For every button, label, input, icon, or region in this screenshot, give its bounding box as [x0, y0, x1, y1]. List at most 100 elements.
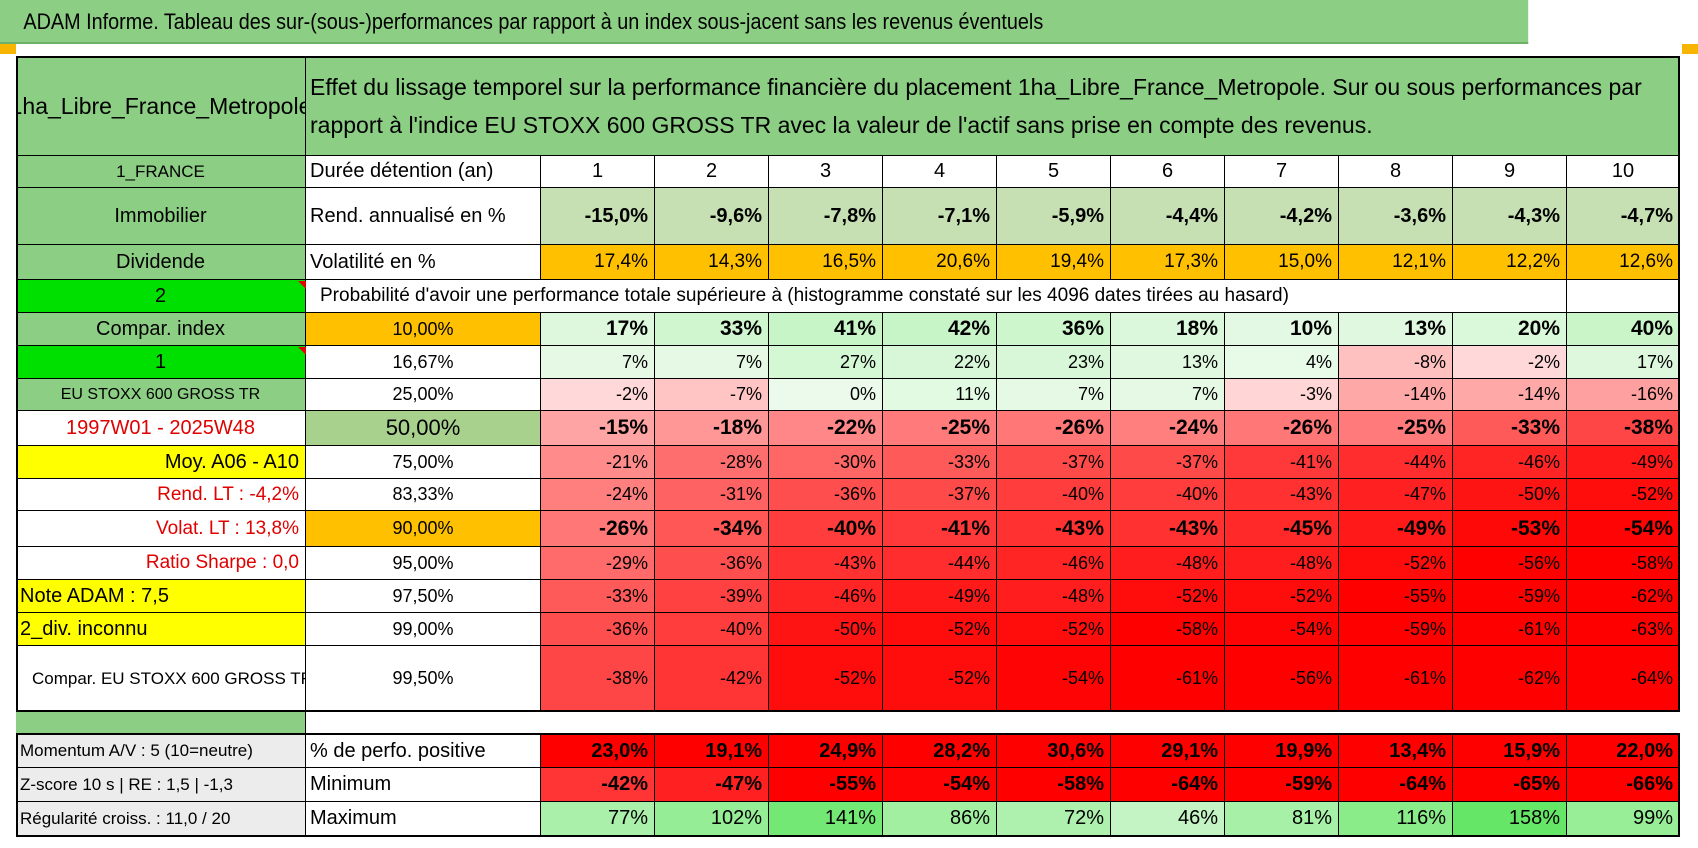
percentile-label: 99,00%	[306, 613, 541, 646]
percentile-value: -54%	[1567, 511, 1680, 547]
percentile-value: 10%	[1225, 313, 1339, 346]
percentile-value: -52%	[1225, 580, 1339, 613]
year-header: 6	[1111, 156, 1225, 188]
percentile-value: -43%	[997, 511, 1111, 547]
summary-value: 158%	[1453, 802, 1567, 836]
percentile-value: -7%	[655, 379, 769, 411]
year-header: 4	[883, 156, 997, 188]
percentile-value: -22%	[769, 411, 883, 446]
summary-value: 13,4%	[1339, 735, 1453, 768]
summary-value: -59%	[1225, 768, 1339, 802]
percentile-value: -46%	[997, 547, 1111, 580]
percentile-label: 50,00%	[306, 411, 541, 446]
percentile-value: -50%	[1453, 479, 1567, 511]
long-term-volatility: Volat. LT : 13,8%	[16, 511, 306, 547]
percentile-value: -63%	[1567, 613, 1680, 646]
long-term-return: Rend. LT : -4,2%	[16, 479, 306, 511]
summary-value: 102%	[655, 802, 769, 836]
table-description: Effet du lissage temporel sur la perform…	[306, 56, 1680, 156]
volatility-value: 16,5%	[769, 245, 883, 280]
summary-value: 28,2%	[883, 735, 997, 768]
percentile-value: -8%	[1339, 346, 1453, 379]
spacer-strip	[16, 712, 306, 733]
percentile-label: 99,50%	[306, 646, 541, 712]
return-value: -4,7%	[1567, 188, 1680, 245]
right-marker	[1682, 44, 1698, 54]
percentile-value: -30%	[769, 446, 883, 479]
percentile-value: 13%	[1111, 346, 1225, 379]
percentile-value: -33%	[1453, 411, 1567, 446]
average-label: Moy. A06 - A10	[16, 446, 306, 479]
percentile-value: -40%	[655, 613, 769, 646]
percentile-value: 33%	[655, 313, 769, 346]
percentile-value: 22%	[883, 346, 997, 379]
percentile-value: -44%	[1339, 446, 1453, 479]
income-type: Dividende	[16, 245, 306, 280]
percentile-value: -56%	[1453, 547, 1567, 580]
asset-class: Immobilier	[16, 188, 306, 245]
summary-value: -64%	[1339, 768, 1453, 802]
volatility-value: 14,3%	[655, 245, 769, 280]
summary-value: -64%	[1111, 768, 1225, 802]
summary-value: -42%	[541, 768, 655, 802]
percentile-value: -62%	[1453, 646, 1567, 712]
percentile-value: -43%	[1111, 511, 1225, 547]
percentile-label: 97,50%	[306, 580, 541, 613]
percentile-label: 90,00%	[306, 511, 541, 547]
percentile-value: 36%	[997, 313, 1111, 346]
percentile-value: -50%	[769, 613, 883, 646]
report-banner: ADAM Informe. Tableau des sur-(sous-)per…	[0, 0, 1529, 44]
duration-label: Durée détention (an)	[306, 156, 541, 188]
percentile-value: -25%	[1339, 411, 1453, 446]
percentile-value: -56%	[1225, 646, 1339, 712]
volatility-value: 15,0%	[1225, 245, 1339, 280]
percentile-value: -16%	[1567, 379, 1680, 411]
summary-value: -55%	[769, 768, 883, 802]
selector-1[interactable]: 1	[16, 346, 306, 379]
summary-label: Maximum	[306, 802, 541, 836]
percentile-value: -37%	[997, 446, 1111, 479]
return-value: -15,0%	[541, 188, 655, 245]
percentile-value: -52%	[997, 613, 1111, 646]
percentile-value: -41%	[883, 511, 997, 547]
percentile-value: -24%	[541, 479, 655, 511]
percentile-value: -33%	[883, 446, 997, 479]
volatility-value: 12,6%	[1567, 245, 1680, 280]
percentile-value: -18%	[655, 411, 769, 446]
percentile-value: -45%	[1225, 511, 1339, 547]
summary-value: 30,6%	[997, 735, 1111, 768]
dividend-status: 2_div. inconnu	[16, 613, 306, 646]
percentile-value: 23%	[997, 346, 1111, 379]
percentile-value: -24%	[1111, 411, 1225, 446]
return-value: -5,9%	[997, 188, 1111, 245]
year-header: 10	[1567, 156, 1680, 188]
percentile-value: -43%	[1225, 479, 1339, 511]
percentile-value: -64%	[1567, 646, 1680, 712]
summary-value: 29,1%	[1111, 735, 1225, 768]
percentile-value: -28%	[655, 446, 769, 479]
summary-value: 46%	[1111, 802, 1225, 836]
percentile-label: 16,67%	[306, 346, 541, 379]
percentile-value: -58%	[1111, 613, 1225, 646]
adam-score: Note ADAM : 7,5	[16, 580, 306, 613]
summary-value: 22,0%	[1567, 735, 1680, 768]
percentile-value: 20%	[1453, 313, 1567, 346]
summary-value: 116%	[1339, 802, 1453, 836]
summary-value: 86%	[883, 802, 997, 836]
percentile-value: -15%	[541, 411, 655, 446]
return-label: Rend. annualisé en %	[306, 188, 541, 245]
probability-caption: Probabilité d'avoir une performance tota…	[306, 280, 1567, 313]
summary-value: 99%	[1567, 802, 1680, 836]
percentile-value: -49%	[1567, 446, 1680, 479]
summary-value: 81%	[1225, 802, 1339, 836]
percentile-value: -43%	[769, 547, 883, 580]
percentile-value: -26%	[1225, 411, 1339, 446]
percentile-value: 41%	[769, 313, 883, 346]
return-value: -9,6%	[655, 188, 769, 245]
summary-value: 24,9%	[769, 735, 883, 768]
summary-value: -66%	[1567, 768, 1680, 802]
percentile-value: -37%	[883, 479, 997, 511]
percentile-value: -59%	[1339, 613, 1453, 646]
selector-2[interactable]: 2	[16, 280, 306, 313]
percentile-value: 7%	[1111, 379, 1225, 411]
